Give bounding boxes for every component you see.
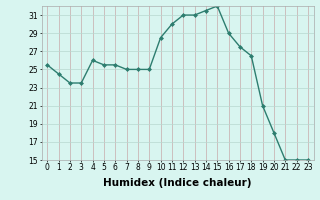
X-axis label: Humidex (Indice chaleur): Humidex (Indice chaleur) [103, 178, 252, 188]
